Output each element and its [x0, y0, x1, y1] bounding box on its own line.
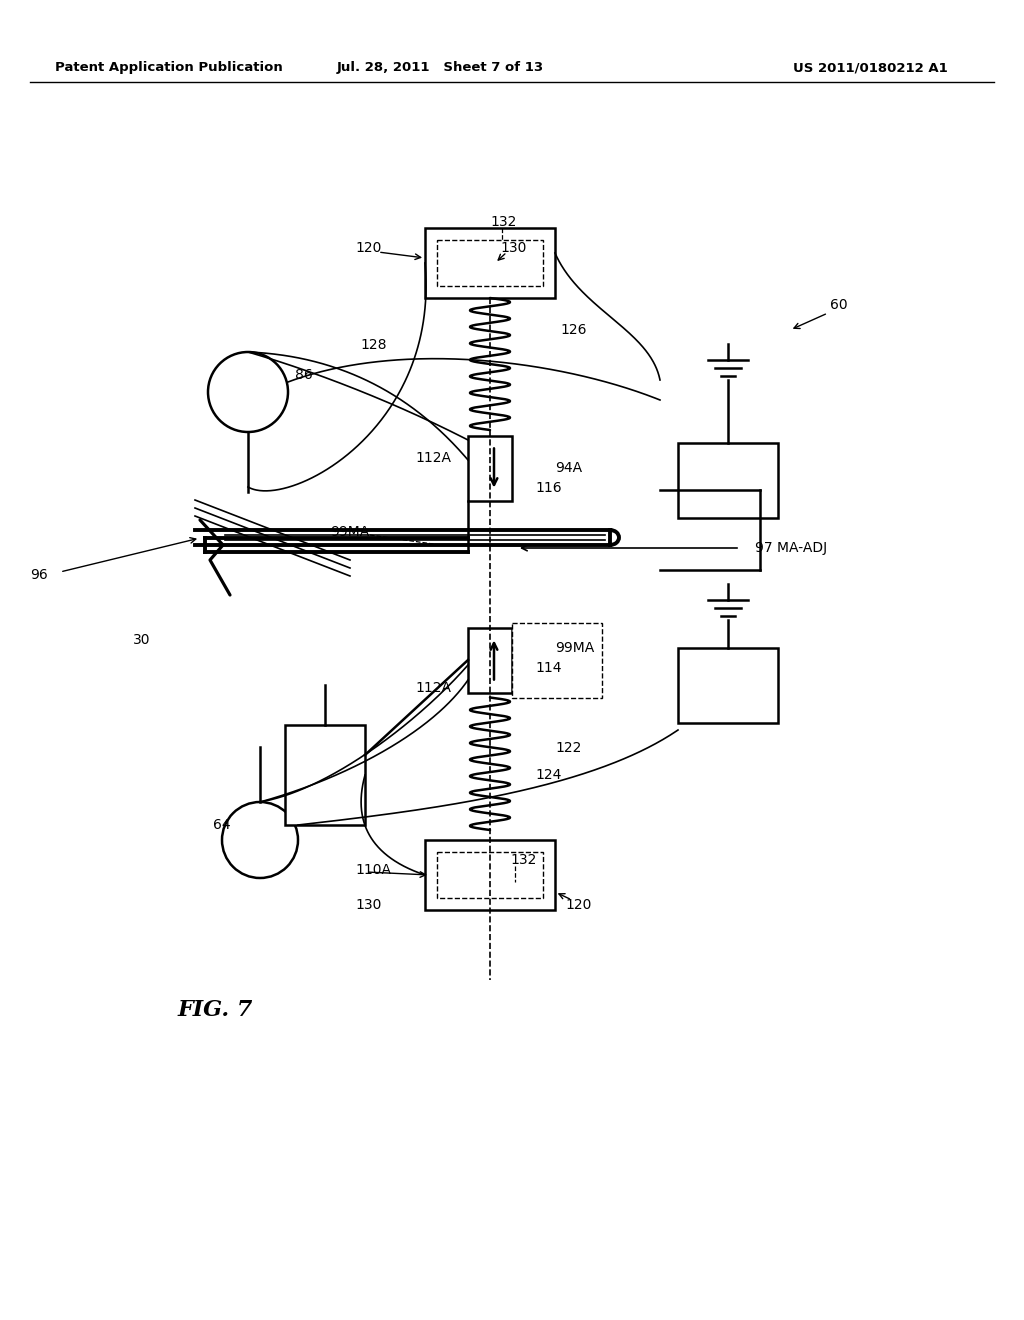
Text: 122: 122 — [555, 741, 582, 755]
Text: US 2011/0180212 A1: US 2011/0180212 A1 — [793, 62, 947, 74]
Text: 94A: 94A — [555, 461, 582, 475]
Bar — [425, 840, 555, 909]
Text: 114: 114 — [535, 661, 561, 675]
Text: 130: 130 — [500, 242, 526, 255]
Bar — [468, 436, 512, 500]
Bar — [437, 851, 543, 898]
Bar — [437, 240, 543, 286]
Text: 64: 64 — [213, 818, 230, 832]
Text: 120: 120 — [355, 242, 381, 255]
Text: 126: 126 — [560, 323, 587, 337]
Text: Jul. 28, 2011   Sheet 7 of 13: Jul. 28, 2011 Sheet 7 of 13 — [337, 62, 544, 74]
Text: 99MA: 99MA — [330, 525, 370, 539]
Bar — [678, 442, 778, 517]
Text: 97 MA-ADJ: 97 MA-ADJ — [755, 541, 827, 554]
Text: 99MA: 99MA — [555, 642, 594, 655]
Bar — [468, 627, 512, 693]
Text: 112A: 112A — [415, 451, 451, 465]
Text: 60: 60 — [830, 298, 848, 312]
Text: Patent Application Publication: Patent Application Publication — [55, 62, 283, 74]
Text: 86: 86 — [295, 368, 312, 381]
Text: FIG. 7: FIG. 7 — [178, 999, 253, 1020]
Text: 132: 132 — [510, 853, 537, 867]
Text: 30: 30 — [133, 634, 151, 647]
Bar — [512, 623, 602, 697]
Text: 128: 128 — [360, 338, 386, 352]
Text: 112A: 112A — [415, 681, 451, 696]
Bar — [285, 725, 365, 825]
Text: 110A: 110A — [355, 863, 391, 876]
Text: 132: 132 — [490, 215, 516, 228]
Text: 96: 96 — [30, 568, 48, 582]
Text: 124: 124 — [535, 768, 561, 781]
Text: 116: 116 — [535, 480, 561, 495]
Bar — [678, 648, 778, 722]
Bar — [425, 228, 555, 298]
Text: 120: 120 — [565, 898, 592, 912]
Text: 130: 130 — [355, 898, 381, 912]
